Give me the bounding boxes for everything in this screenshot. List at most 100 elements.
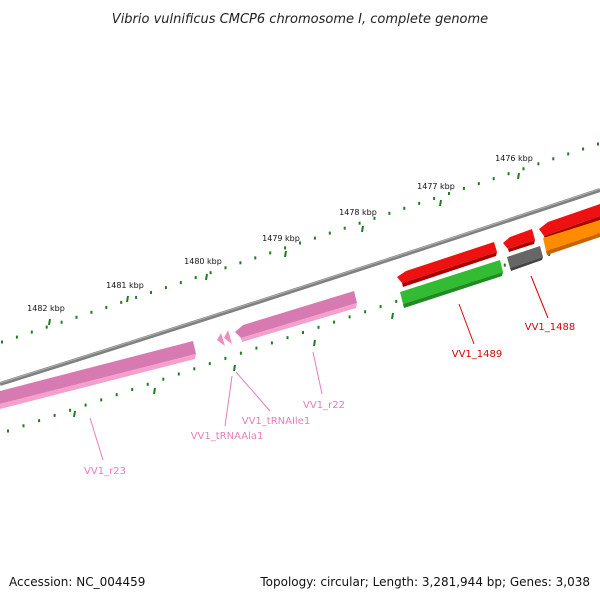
cds-vv1-1489-forward[interactable] bbox=[397, 242, 497, 283]
cds-vv1-1488-forward-shade bbox=[508, 240, 535, 252]
minor-tick bbox=[75, 315, 78, 319]
minor-tick bbox=[403, 206, 406, 210]
minor-tick bbox=[302, 331, 304, 334]
minor-tick bbox=[100, 398, 103, 402]
cds-orange[interactable] bbox=[543, 220, 600, 251]
minor-tick bbox=[164, 286, 167, 290]
minor-tick bbox=[333, 320, 336, 324]
minor-tick bbox=[255, 346, 258, 350]
tick-label: 1480 kbp bbox=[184, 257, 222, 266]
minor-tick bbox=[364, 310, 367, 314]
minor-tick bbox=[179, 281, 182, 285]
major-tick bbox=[205, 273, 208, 281]
minor-tick bbox=[22, 424, 25, 428]
leader-vv1-trnaala1 bbox=[224, 375, 233, 427]
map-title: Vibrio vulnificus CMCP6 chromosome I, co… bbox=[112, 12, 488, 27]
major-tick bbox=[233, 364, 236, 372]
leader-vv1-1488 bbox=[530, 275, 549, 319]
leader-vv1-1489 bbox=[458, 303, 475, 345]
minor-tick bbox=[45, 325, 48, 329]
minor-tick bbox=[177, 372, 180, 376]
minor-tick bbox=[90, 310, 93, 314]
major-tick bbox=[361, 225, 364, 233]
minor-tick bbox=[328, 231, 331, 235]
tick-label: 1481 kbp bbox=[106, 281, 144, 290]
label-vv1-1488[interactable]: VV1_1488 bbox=[525, 322, 576, 333]
forward-strand-features bbox=[397, 204, 600, 287]
minor-tick bbox=[286, 336, 289, 340]
genome-summary-text: Topology: circular; Length: 3,281,944 bp… bbox=[259, 575, 590, 589]
minor-tick bbox=[162, 377, 165, 381]
minor-tick bbox=[60, 320, 63, 324]
minor-tick bbox=[348, 315, 351, 319]
major-tick bbox=[126, 295, 129, 303]
minor-tick bbox=[254, 256, 257, 260]
cds-vv1-1488[interactable] bbox=[507, 246, 543, 268]
minor-tick bbox=[208, 362, 211, 366]
cds-vv1-1489-forward-shade bbox=[402, 252, 497, 287]
reverse-strand-features bbox=[0, 220, 600, 409]
minor-tick bbox=[105, 305, 108, 309]
label-vv1-r23[interactable]: VV1_r23 bbox=[84, 466, 126, 477]
tick-label: 1479 kbp bbox=[262, 234, 300, 243]
leader-vv1-r23 bbox=[89, 417, 104, 461]
minor-tick bbox=[582, 147, 585, 151]
minor-tick bbox=[38, 419, 41, 423]
label-vv1-trnaala1[interactable]: VV1_tRNAAla1 bbox=[191, 431, 264, 442]
minor-tick bbox=[299, 241, 301, 245]
rrna-vv1-r23-shade bbox=[0, 354, 196, 409]
cds-next-forward[interactable] bbox=[539, 204, 600, 236]
leader-vv1-trnaile1 bbox=[235, 371, 271, 412]
chromosome-backbone-highlight bbox=[0, 188, 600, 384]
major-tick bbox=[73, 410, 76, 418]
minor-tick bbox=[194, 276, 197, 280]
tick-label: 1482 kbp bbox=[27, 304, 65, 313]
minor-tick bbox=[146, 382, 149, 386]
trna-vv1-trnaala1[interactable] bbox=[217, 333, 225, 346]
minor-tick bbox=[131, 388, 134, 391]
minor-tick bbox=[537, 162, 540, 166]
minor-tick bbox=[343, 226, 346, 230]
minor-tick bbox=[503, 263, 506, 267]
tick-label: 1476 kbp bbox=[495, 154, 533, 163]
cds-vv1-1488-forward[interactable] bbox=[503, 229, 535, 249]
rrna-vv1-r22-shade bbox=[241, 303, 357, 342]
rrna-vv1-r22[interactable] bbox=[235, 291, 357, 338]
label-vv1-trnaile1[interactable]: VV1_tRNAIle1 bbox=[242, 416, 310, 427]
minor-tick bbox=[150, 291, 152, 294]
minor-tick bbox=[448, 192, 450, 195]
minor-tick bbox=[239, 351, 242, 355]
minor-tick bbox=[358, 221, 361, 225]
label-leaders bbox=[89, 275, 549, 461]
minor-tick bbox=[209, 271, 212, 275]
leader-vv1-r22 bbox=[312, 351, 323, 395]
minor-tick bbox=[115, 393, 118, 397]
rrna-vv1-r23[interactable] bbox=[0, 341, 196, 404]
minor-tick bbox=[239, 261, 242, 265]
minor-tick bbox=[433, 197, 436, 200]
trna-vv1-trnaile1[interactable] bbox=[224, 330, 232, 344]
minor-tick bbox=[418, 201, 421, 205]
label-vv1-r22[interactable]: VV1_r22 bbox=[303, 400, 345, 411]
cds-vv1-1489[interactable] bbox=[400, 260, 503, 304]
minor-tick bbox=[84, 403, 87, 407]
chromosome-backbone bbox=[0, 188, 600, 386]
major-tick bbox=[517, 172, 520, 180]
minor-tick bbox=[15, 335, 18, 339]
accession-text: Accession: NC_004459 bbox=[9, 575, 145, 589]
minor-tick bbox=[30, 330, 33, 334]
minor-tick bbox=[7, 429, 9, 433]
minor-tick bbox=[462, 187, 465, 190]
minor-tick bbox=[395, 299, 398, 303]
minor-tick bbox=[120, 300, 123, 304]
minor-tick bbox=[492, 177, 495, 181]
minor-tick bbox=[522, 167, 525, 171]
label-vv1-1489[interactable]: VV1_1489 bbox=[452, 349, 503, 360]
minor-tick bbox=[53, 413, 56, 417]
minor-tick bbox=[224, 356, 227, 360]
minor-tick bbox=[193, 367, 196, 371]
minor-tick bbox=[373, 216, 376, 220]
tick-label: 1477 kbp bbox=[417, 182, 455, 191]
